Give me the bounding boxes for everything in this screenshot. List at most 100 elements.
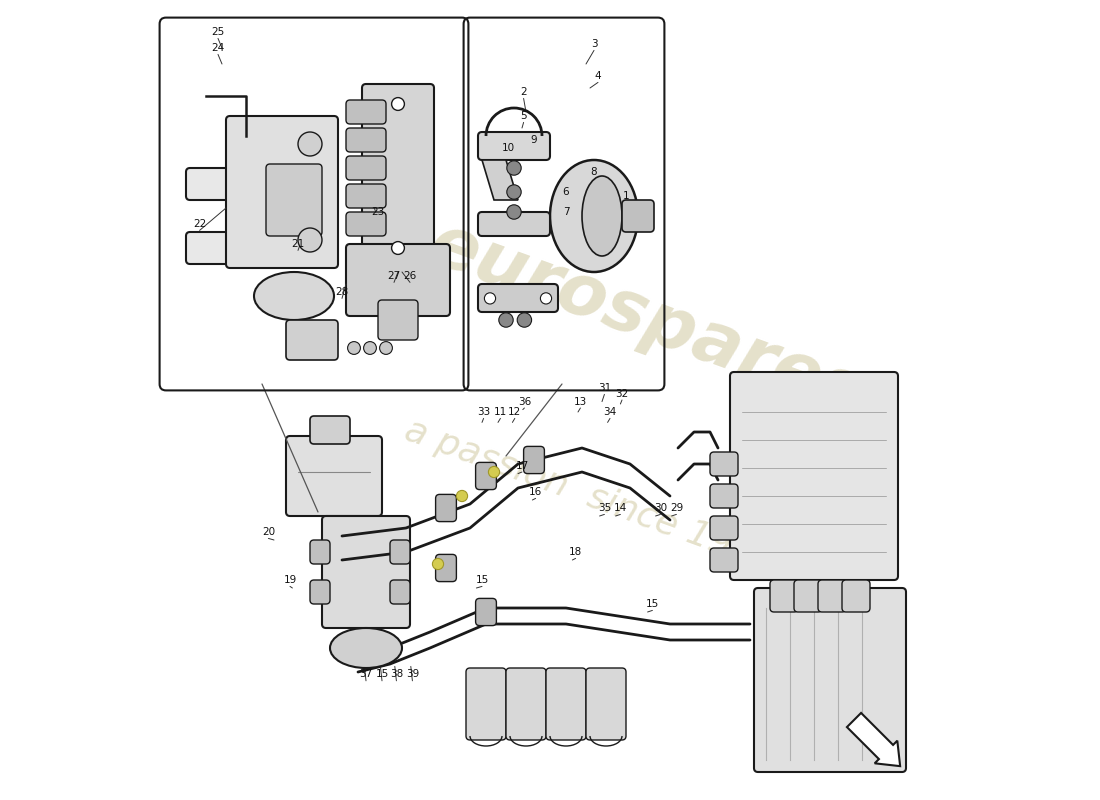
Ellipse shape [330, 628, 402, 668]
Text: 6: 6 [563, 187, 570, 197]
Text: 3: 3 [591, 39, 597, 49]
Text: 35: 35 [597, 503, 611, 513]
Text: 15: 15 [646, 599, 659, 609]
Text: 34: 34 [604, 407, 617, 417]
Circle shape [364, 342, 376, 354]
Text: 18: 18 [569, 547, 582, 557]
FancyBboxPatch shape [226, 116, 338, 268]
Polygon shape [482, 160, 518, 200]
FancyBboxPatch shape [818, 580, 846, 612]
Text: 38: 38 [389, 670, 403, 679]
Circle shape [298, 132, 322, 156]
Text: 19: 19 [284, 575, 297, 585]
Text: 33: 33 [477, 407, 491, 417]
FancyBboxPatch shape [310, 580, 330, 604]
FancyBboxPatch shape [436, 494, 456, 522]
FancyBboxPatch shape [754, 588, 906, 772]
FancyBboxPatch shape [842, 580, 870, 612]
FancyBboxPatch shape [475, 462, 496, 490]
Ellipse shape [254, 272, 334, 320]
FancyBboxPatch shape [346, 100, 386, 124]
FancyBboxPatch shape [346, 128, 386, 152]
FancyBboxPatch shape [475, 598, 496, 626]
Text: 30: 30 [653, 503, 667, 513]
Text: 25: 25 [211, 27, 224, 37]
Text: 14: 14 [614, 503, 627, 513]
FancyBboxPatch shape [346, 244, 450, 316]
FancyBboxPatch shape [710, 484, 738, 508]
FancyBboxPatch shape [186, 168, 242, 200]
Text: eurospares: eurospares [419, 210, 872, 430]
Circle shape [392, 242, 405, 254]
Circle shape [348, 342, 361, 354]
Text: a passion  since 1985: a passion since 1985 [400, 413, 780, 579]
FancyBboxPatch shape [436, 554, 456, 582]
FancyBboxPatch shape [346, 212, 386, 236]
Circle shape [379, 342, 393, 354]
Ellipse shape [582, 176, 621, 256]
Ellipse shape [550, 160, 638, 272]
Text: 1: 1 [623, 191, 629, 201]
Text: 10: 10 [502, 143, 515, 153]
Text: 22: 22 [192, 219, 206, 229]
FancyBboxPatch shape [586, 668, 626, 740]
Text: 12: 12 [508, 407, 521, 417]
FancyBboxPatch shape [478, 132, 550, 160]
Text: 28: 28 [336, 287, 349, 297]
Circle shape [507, 185, 521, 199]
FancyBboxPatch shape [621, 200, 654, 232]
Text: 24: 24 [211, 43, 224, 53]
Text: 15: 15 [475, 575, 488, 585]
Text: 31: 31 [597, 383, 611, 393]
FancyBboxPatch shape [710, 452, 738, 476]
FancyBboxPatch shape [362, 84, 435, 268]
Text: 36: 36 [518, 397, 531, 406]
FancyBboxPatch shape [346, 156, 386, 180]
Text: 27: 27 [387, 271, 400, 281]
Text: 11: 11 [494, 407, 507, 417]
Text: 4: 4 [595, 71, 602, 81]
FancyBboxPatch shape [730, 372, 898, 580]
FancyBboxPatch shape [186, 232, 242, 264]
FancyBboxPatch shape [794, 580, 822, 612]
Circle shape [540, 293, 551, 304]
Text: 26: 26 [404, 271, 417, 281]
FancyBboxPatch shape [266, 164, 322, 236]
FancyBboxPatch shape [710, 548, 738, 572]
FancyBboxPatch shape [546, 668, 586, 740]
FancyBboxPatch shape [390, 540, 410, 564]
FancyBboxPatch shape [286, 320, 338, 360]
FancyBboxPatch shape [478, 284, 558, 312]
FancyBboxPatch shape [506, 668, 546, 740]
Circle shape [432, 558, 443, 570]
FancyBboxPatch shape [322, 516, 410, 628]
FancyBboxPatch shape [346, 184, 386, 208]
Text: 5: 5 [520, 111, 527, 121]
Text: 37: 37 [360, 670, 373, 679]
FancyBboxPatch shape [310, 416, 350, 444]
Text: 20: 20 [262, 527, 275, 537]
Circle shape [456, 490, 468, 502]
FancyBboxPatch shape [286, 436, 382, 516]
Text: 21: 21 [292, 239, 305, 249]
FancyBboxPatch shape [524, 446, 544, 474]
FancyBboxPatch shape [466, 668, 506, 740]
Circle shape [498, 313, 514, 327]
Text: 9: 9 [530, 135, 537, 145]
Circle shape [507, 205, 521, 219]
Text: 2: 2 [520, 87, 527, 97]
FancyBboxPatch shape [710, 516, 738, 540]
Text: 13: 13 [574, 397, 587, 406]
FancyBboxPatch shape [378, 300, 418, 340]
Circle shape [484, 293, 496, 304]
FancyBboxPatch shape [770, 580, 798, 612]
Text: 8: 8 [591, 167, 597, 177]
FancyBboxPatch shape [310, 540, 330, 564]
Circle shape [517, 313, 531, 327]
Text: 23: 23 [372, 207, 385, 217]
Text: 39: 39 [406, 670, 419, 679]
Text: 15: 15 [375, 670, 388, 679]
Circle shape [392, 98, 405, 110]
Text: 7: 7 [563, 207, 570, 217]
Text: 17: 17 [516, 461, 529, 470]
